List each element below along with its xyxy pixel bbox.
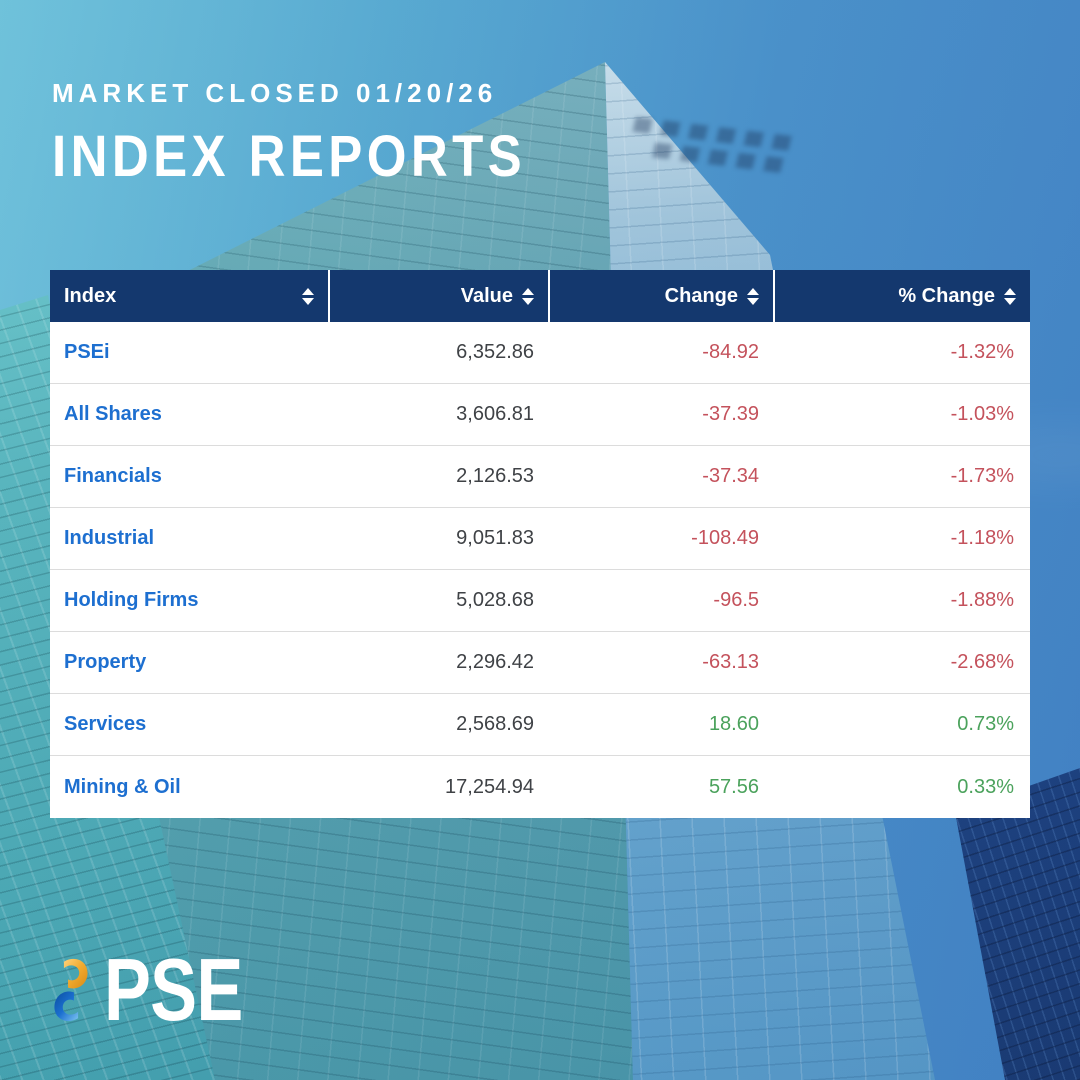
index-pct-change: -1.03% [950,403,1014,425]
table-row: Financials 2,126.53 -37.34 -1.73% [50,446,1030,508]
sort-arrows-icon[interactable] [1004,287,1016,305]
index-report-table: Index Value Change % Change PSEi 6,352.8… [50,270,1030,818]
table-row: Property 2,296.42 -63.13 -2.68% [50,632,1030,694]
index-name[interactable]: PSEi [64,341,110,363]
index-name[interactable]: Services [64,713,147,735]
index-change: -84.92 [702,341,759,363]
table-row: All Shares 3,606.81 -37.39 -1.03% [50,384,1030,446]
column-header-change[interactable]: Change [550,270,775,322]
index-value: 6,352.86 [456,341,534,363]
index-name[interactable]: Financials [64,465,162,487]
market-status-subtitle: MARKET CLOSED 01/20/26 [52,78,498,108]
index-pct-change: -1.18% [950,527,1014,549]
index-change: -63.13 [702,651,759,673]
index-value: 2,126.53 [456,465,534,487]
column-header-value[interactable]: Value [330,270,550,322]
table-row: Mining & Oil 17,254.94 57.56 0.33% [50,756,1030,818]
table-header-row: Index Value Change % Change [50,270,1030,322]
index-pct-change: 0.73% [957,713,1014,735]
column-header-label: Change [664,284,738,307]
pse-logo: PSE [52,946,277,1034]
table-row: Holding Firms 5,028.68 -96.5 -1.88% [50,570,1030,632]
column-header-index[interactable]: Index [50,270,330,322]
table-row: PSEi 6,352.86 -84.92 -1.32% [50,322,1030,384]
column-header-label: % Change [898,284,995,307]
pse-logo-text: PSE [104,940,243,1039]
index-change: -37.34 [702,465,759,487]
index-value: 2,568.69 [456,713,534,735]
index-value: 2,296.42 [456,651,534,673]
index-pct-change: -1.88% [950,589,1014,611]
index-pct-change: 0.33% [957,775,1014,798]
table-body: PSEi 6,352.86 -84.92 -1.32% All Shares 3… [50,322,1030,818]
table-row: Industrial 9,051.83 -108.49 -1.18% [50,508,1030,570]
sort-arrows-icon[interactable] [302,287,314,305]
index-pct-change: -1.73% [950,465,1014,487]
index-name[interactable]: All Shares [64,403,162,425]
index-pct-change: -2.68% [950,651,1014,673]
index-change: 57.56 [708,775,759,798]
heading-block: MARKET CLOSED 01/20/26 INDEX REPORTS [52,78,591,190]
index-name[interactable]: Property [64,651,147,673]
index-pct-change: -1.32% [950,341,1014,363]
sort-arrows-icon[interactable] [522,287,534,305]
index-name[interactable]: Industrial [64,527,155,549]
index-change: 18.60 [708,713,759,735]
index-change: -108.49 [691,527,759,549]
column-header-pct-change[interactable]: % Change [775,270,1030,322]
index-value: 5,028.68 [456,589,534,611]
index-value: 9,051.83 [456,527,534,549]
sort-arrows-icon[interactable] [747,287,759,305]
index-change: -37.39 [702,403,759,425]
column-header-label: Value [460,284,513,307]
pse-logo-mark [54,958,88,1022]
index-name[interactable]: Mining & Oil [64,775,181,798]
column-header-label: Index [64,284,117,307]
index-value: 17,254.94 [445,775,534,798]
index-value: 3,606.81 [456,403,534,425]
index-name[interactable]: Holding Firms [64,589,199,611]
page-title: INDEX REPORTS [52,124,527,189]
index-change: -96.5 [713,589,759,611]
table-row: Services 2,568.69 18.60 0.73% [50,694,1030,756]
